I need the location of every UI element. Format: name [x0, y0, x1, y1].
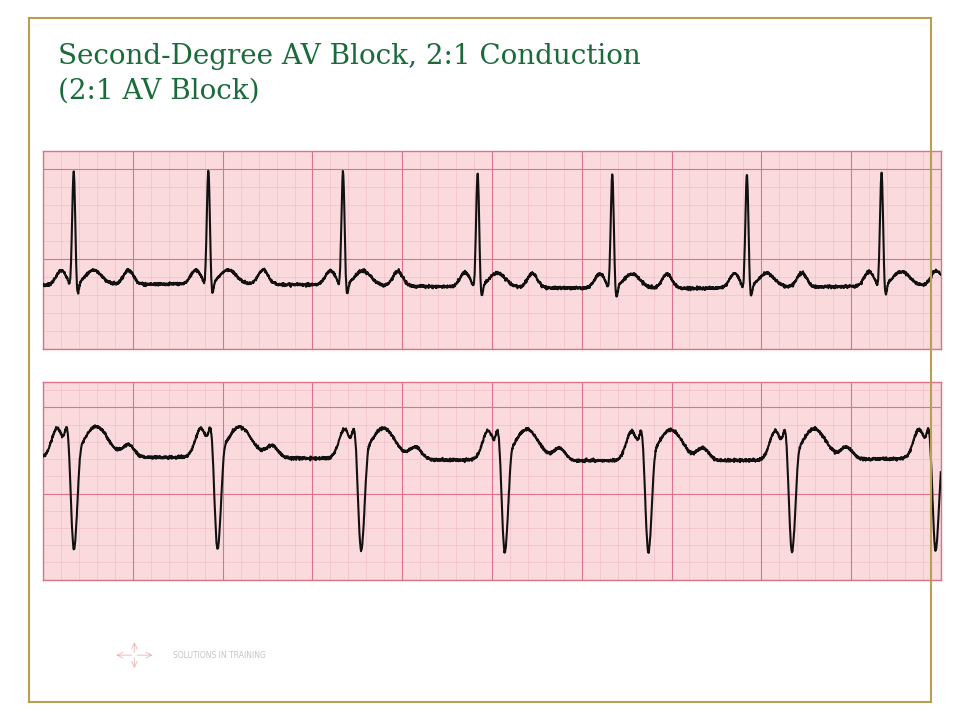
Text: Second-Degree AV Block, 2:1 Conduction
(2:1 AV Block): Second-Degree AV Block, 2:1 Conduction (…: [58, 43, 640, 104]
Text: SOLUTIONS IN TRAINING: SOLUTIONS IN TRAINING: [173, 651, 266, 660]
